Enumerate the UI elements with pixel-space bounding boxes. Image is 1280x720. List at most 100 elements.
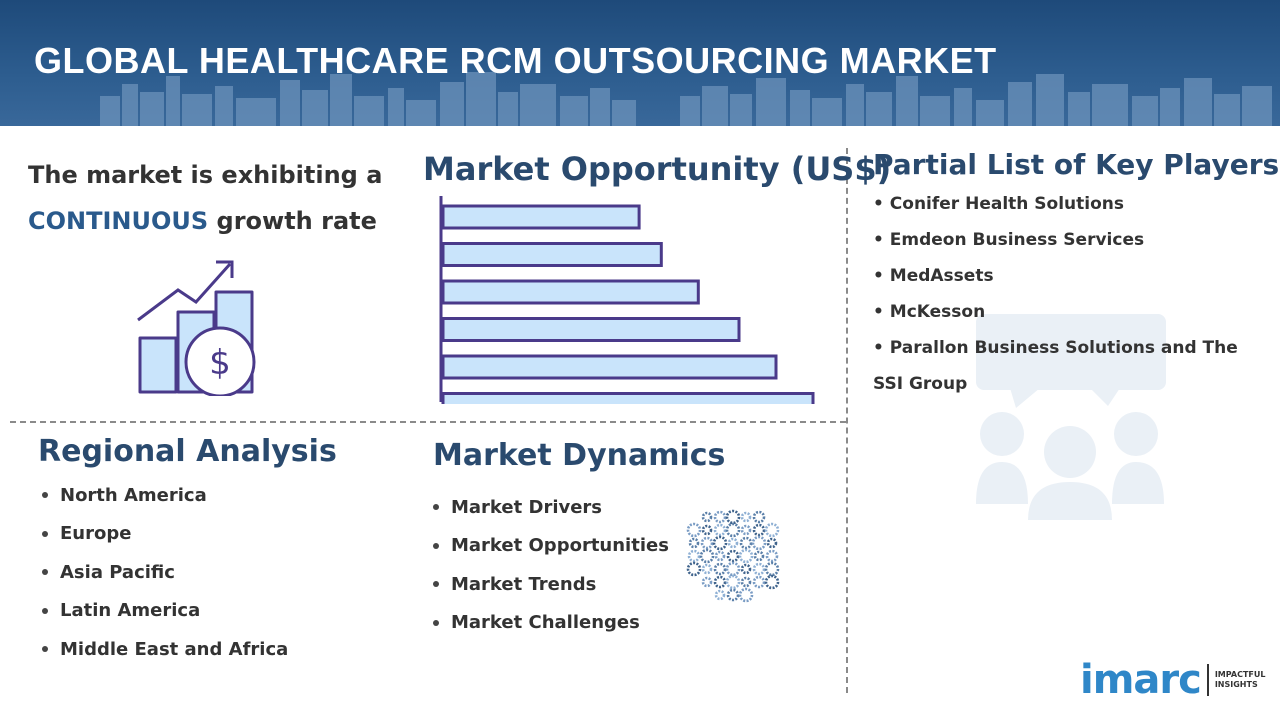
city-skyline-graphic — [100, 72, 1272, 126]
dynamics-label: Market Trends — [451, 573, 597, 595]
gear-icon — [752, 510, 766, 524]
logo-separator — [1206, 664, 1209, 696]
gear-icon — [740, 524, 752, 536]
growth-line-1: The market is exhibiting a — [28, 161, 383, 189]
list-item: Market Challenges — [433, 604, 669, 643]
regional-list: North America Europe Asia Pacific Latin … — [42, 476, 288, 669]
dynamics-label: Market Drivers — [451, 496, 603, 518]
dynamics-list: Market Drivers Market Opportunities Mark… — [433, 488, 669, 642]
header-banner: GLOBAL HEALTHCARE RCM OUTSOURCING MARKET — [0, 0, 1280, 126]
gear-icon — [726, 588, 740, 602]
dynamics-label: Market Opportunities — [451, 535, 669, 557]
list-item: Market Trends — [433, 565, 669, 604]
gear-icon — [752, 523, 766, 537]
gear-icon — [739, 536, 753, 550]
gear-icon — [701, 524, 713, 536]
chart-bar — [441, 317, 741, 342]
growth-accent-word: CONTINUOUS — [28, 207, 209, 235]
gear-icon — [740, 576, 752, 588]
list-item: Middle East and Africa — [42, 630, 288, 669]
bullet-dot — [433, 581, 439, 588]
growth-statement: The market is exhibiting a CONTINUOUS gr… — [28, 152, 382, 244]
vertical-divider — [846, 148, 848, 693]
gear-icon — [752, 575, 766, 589]
imarc-logo: imarc IMPACTFUL INSIGHTS — [1080, 660, 1265, 700]
chart-bar — [441, 392, 815, 404]
growth-line-2: CONTINUOUS growth rate — [28, 198, 382, 244]
list-item: • Parallon Business Solutions and The SS… — [873, 338, 1238, 394]
bullet-dot — [42, 492, 48, 499]
gear-icon — [713, 562, 727, 576]
gear-icon — [738, 587, 754, 603]
gear-icon — [701, 563, 713, 575]
growth-line-2-rest: growth rate — [208, 207, 377, 235]
gears-sphere-icon — [686, 509, 780, 603]
gear-icon — [713, 523, 727, 537]
bullet-dot — [433, 542, 439, 549]
bullet-dot — [42, 646, 48, 653]
dynamics-title: Market Dynamics — [433, 438, 726, 473]
chart-bar — [441, 242, 663, 267]
horizontal-divider — [10, 421, 846, 423]
gear-icon — [764, 574, 780, 590]
gear-icon — [726, 549, 740, 563]
list-item: North America — [42, 476, 288, 515]
bullet-dot — [42, 569, 48, 576]
gear-icon — [725, 522, 741, 538]
gear-icon — [713, 510, 727, 524]
list-item: Latin America — [42, 592, 288, 631]
regional-title: Regional Analysis — [38, 434, 337, 469]
region-label: Asia Pacific — [60, 561, 175, 583]
bullet-dot — [433, 504, 439, 511]
gear-icon — [765, 549, 779, 563]
gear-icon — [725, 574, 741, 590]
bullet-dot — [433, 619, 439, 626]
logo-tagline-1: IMPACTFUL — [1214, 670, 1266, 679]
list-item: Asia Pacific — [42, 553, 288, 592]
gear-icon — [687, 549, 701, 563]
key-players-title: Partial List of Key Players — [873, 148, 1280, 181]
bullet-dot — [42, 607, 48, 614]
gear-icon — [699, 548, 715, 564]
gear-icon — [700, 536, 714, 550]
gear-icon — [752, 562, 766, 576]
opportunity-title: Market Opportunity (US$) — [423, 150, 892, 188]
bullet-dot — [42, 530, 48, 537]
gear-icon — [764, 522, 780, 538]
gear-icon — [701, 576, 713, 588]
list-item: Europe — [42, 515, 288, 554]
gear-icon — [713, 575, 727, 589]
gear-icon — [725, 561, 741, 577]
gear-icon — [738, 548, 754, 564]
gear-icon — [701, 511, 713, 523]
gear-icon — [740, 563, 752, 575]
gear-icon — [714, 550, 726, 562]
chart-bar — [441, 354, 778, 380]
chart-bar — [441, 279, 700, 305]
region-label: Latin America — [60, 600, 201, 622]
list-item: Market Opportunities — [433, 527, 669, 566]
gear-icon — [727, 537, 739, 549]
growth-chart-dollar-icon: $ — [137, 260, 256, 396]
gear-icon — [686, 522, 702, 538]
gear-icon — [712, 535, 728, 551]
gear-icon — [764, 561, 780, 577]
logo-wordmark: imarc — [1080, 657, 1202, 703]
gear-icon — [740, 511, 752, 523]
list-item: • MedAssets — [873, 266, 994, 286]
chart-bar — [441, 204, 641, 230]
region-label: North America — [60, 484, 207, 506]
gear-icon — [714, 589, 726, 601]
list-item: Market Drivers — [433, 488, 669, 527]
gear-icon — [688, 537, 700, 549]
svg-text:$: $ — [209, 343, 231, 383]
gear-icon — [751, 535, 767, 551]
region-label: Middle East and Africa — [60, 638, 289, 660]
list-item: • Emdeon Business Services — [873, 230, 1145, 250]
gear-icon — [766, 537, 778, 549]
gear-icon — [753, 550, 765, 562]
list-item: • Conifer Health Solutions — [873, 194, 1125, 214]
logo-tagline: IMPACTFUL INSIGHTS — [1215, 670, 1266, 690]
gear-icon — [686, 561, 702, 577]
key-players-list: • Conifer Health Solutions • Emdeon Busi… — [873, 186, 1253, 402]
